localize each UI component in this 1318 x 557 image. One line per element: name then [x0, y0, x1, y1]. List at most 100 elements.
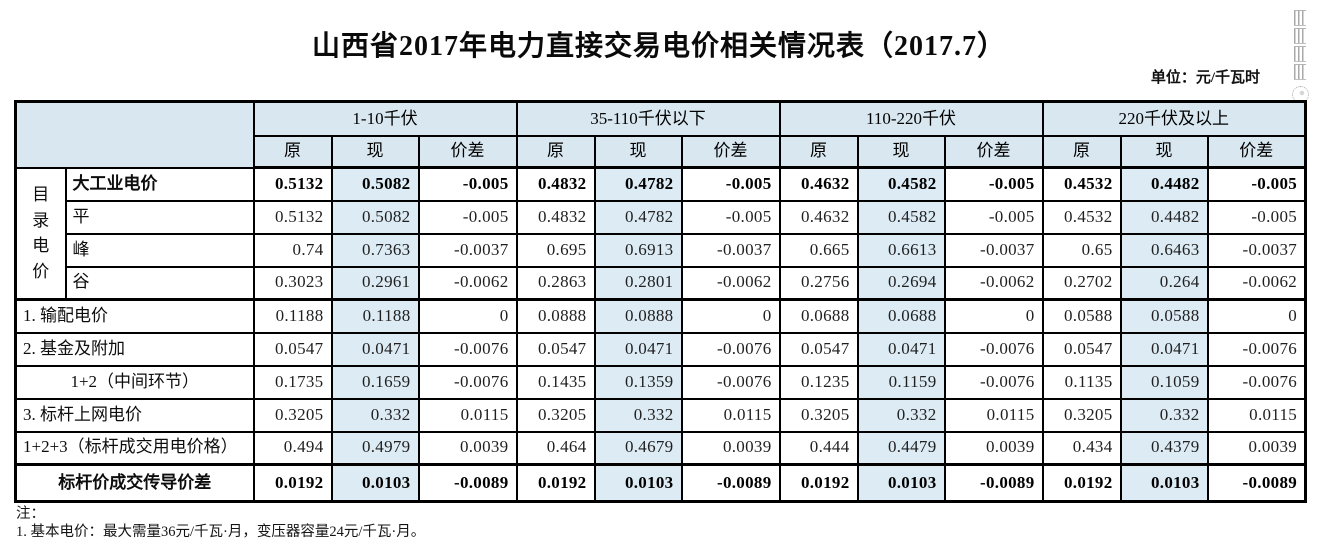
- price-cell: 0.1135: [1041, 364, 1122, 400]
- table-row: 标杆价成交传导价差 0.0192 0.0103 -0.0089 0.0192 0.0103…: [14, 463, 1307, 503]
- price-cell: 0.0103: [593, 463, 683, 503]
- price-cell: 0.4632: [778, 199, 859, 235]
- price-cell: 0.0547: [778, 331, 859, 367]
- table-row: 1+2（中间环节） 0.1735 0.1659 -0.0076 0.1435 0.1359…: [14, 364, 1307, 400]
- row-label: 1+2（中间环节）: [14, 364, 255, 400]
- price-cell: 0: [943, 298, 1044, 334]
- price-cell: 0.2801: [593, 265, 683, 301]
- price-cell: 0.0547: [252, 331, 333, 367]
- col-group-1-10kv: 1-10千伏: [252, 100, 518, 137]
- col-group-110-220kv: 110-220千伏: [778, 100, 1044, 137]
- row-label: 谷: [64, 265, 255, 301]
- price-cell: 0.0688: [778, 298, 859, 334]
- price-cell: 0.0888: [593, 298, 683, 334]
- price-cell: -0.0076: [417, 331, 518, 367]
- subheader-original: 原: [515, 135, 596, 169]
- note-heading: 注：: [16, 506, 45, 522]
- price-cell: -0.005: [943, 199, 1044, 235]
- price-cell: 0.0688: [856, 298, 946, 334]
- price-cell: 0.1235: [778, 364, 859, 400]
- table-body: 目录电价 大工业电价 0.5132 0.5082 -0.005 0.4832 0.4782-…: [14, 166, 1307, 503]
- price-cell: 0.5082: [330, 199, 420, 235]
- price-cell: 0.0115: [417, 397, 518, 433]
- price-cell: 0.1659: [330, 364, 420, 400]
- price-cell: 0.0888: [515, 298, 596, 334]
- price-cell: -0.0037: [1206, 232, 1307, 268]
- price-cell: -0.005: [680, 166, 781, 202]
- price-cell: -0.005: [417, 166, 518, 202]
- row-label: 标杆价成交传导价差: [14, 463, 255, 503]
- price-cell: 0.4532: [1041, 166, 1122, 202]
- table-row: 平 0.5132 0.5082 -0.005 0.4832 0.4782 -0.005 0.4…: [16, 199, 1307, 235]
- watermark-glyph: [1294, 64, 1306, 80]
- price-cell: 0.1159: [856, 364, 946, 400]
- price-cell: 0.332: [1119, 397, 1209, 433]
- price-cell: 0.0039: [417, 430, 518, 466]
- subheader-original: 原: [778, 135, 859, 169]
- price-cell: 0.6613: [856, 232, 946, 268]
- price-cell: -0.0062: [1206, 265, 1307, 301]
- price-cell: 0.0115: [1206, 397, 1307, 433]
- price-cell: 0.5082: [330, 166, 420, 202]
- price-cell: 0.0103: [856, 463, 946, 503]
- table-row: 2. 基金及附加 0.0547 0.0471 -0.0076 0.0547 0.0471-…: [14, 331, 1307, 367]
- subheader-original: 原: [1041, 135, 1122, 169]
- price-cell: -0.0037: [680, 232, 781, 268]
- price-cell: 0.332: [330, 397, 420, 433]
- price-cell: 0.0192: [515, 463, 596, 503]
- price-cell: 0.332: [856, 397, 946, 433]
- price-cell: -0.0089: [417, 463, 518, 503]
- price-cell: -0.0089: [943, 463, 1044, 503]
- price-cell: 0.4832: [515, 199, 596, 235]
- price-cell: -0.005: [1206, 199, 1307, 235]
- row-label: 峰: [64, 232, 255, 268]
- price-cell: 0.4782: [593, 199, 683, 235]
- price-cell: 0.65: [1041, 232, 1122, 268]
- price-cell: 0.2863: [515, 265, 596, 301]
- price-cell: 0.1735: [252, 364, 333, 400]
- price-cell: -0.0037: [943, 232, 1044, 268]
- price-cell: -0.0089: [680, 463, 781, 503]
- price-cell: 0.2694: [856, 265, 946, 301]
- price-cell: -0.0089: [1206, 463, 1307, 503]
- price-cell: 0.1188: [252, 298, 333, 334]
- price-cell: 0.0547: [515, 331, 596, 367]
- corner-cell: [14, 100, 255, 169]
- vertical-watermark: [1290, 10, 1310, 103]
- price-cell: 0.0103: [330, 463, 420, 503]
- price-cell: 0.0471: [856, 331, 946, 367]
- page-title: 山西省2017年电力直接交易电价相关情况表（2017.7）: [311, 31, 1006, 62]
- price-cell: 0.332: [593, 397, 683, 433]
- price-cell: -0.0076: [417, 364, 518, 400]
- table-row: 1+2+3（标杆成交用电价格） 0.494 0.4979 0.0039 0.464 0.4…: [14, 430, 1307, 466]
- subheader-difference: 价差: [680, 135, 781, 169]
- price-cell: 0.464: [515, 430, 596, 466]
- price-cell: -0.0062: [680, 265, 781, 301]
- price-cell: 0.0103: [1119, 463, 1209, 503]
- price-cell: 0.5132: [252, 166, 333, 202]
- price-cell: -0.0076: [943, 364, 1044, 400]
- price-cell: 0.4832: [515, 166, 596, 202]
- price-cell: 0.2756: [778, 265, 859, 301]
- price-cell: 0.0547: [1041, 331, 1122, 367]
- price-cell: 0.0115: [680, 397, 781, 433]
- price-cell: 0.4482: [1119, 166, 1209, 202]
- price-cell: -0.005: [943, 166, 1044, 202]
- table-row: 3. 标杆上网电价 0.3205 0.332 0.0115 0.3205 0.332 0.0…: [14, 397, 1307, 433]
- subheader-current: 现: [330, 135, 420, 169]
- price-cell: 0.4782: [593, 166, 683, 202]
- price-cell: 0.0471: [1119, 331, 1209, 367]
- price-cell: 0.74: [252, 232, 333, 268]
- table-row: 1. 输配电价 0.1188 0.1188 0 0.0888 0.0888 0 0.0688 0…: [14, 298, 1307, 334]
- table-row: 谷 0.3023 0.2961 -0.0062 0.2863 0.2801 -0.0062 0…: [16, 265, 1307, 301]
- row-group-label: 目录电价: [14, 166, 67, 301]
- row-label: 大工业电价: [64, 166, 255, 202]
- price-cell: 0.0039: [680, 430, 781, 466]
- price-cell: 0.3205: [1041, 397, 1122, 433]
- subheader-current: 现: [1119, 135, 1209, 169]
- price-cell: -0.0062: [943, 265, 1044, 301]
- row-label: 2. 基金及附加: [14, 331, 255, 367]
- price-cell: 0.0039: [1206, 430, 1307, 466]
- price-cell: 0.444: [778, 430, 859, 466]
